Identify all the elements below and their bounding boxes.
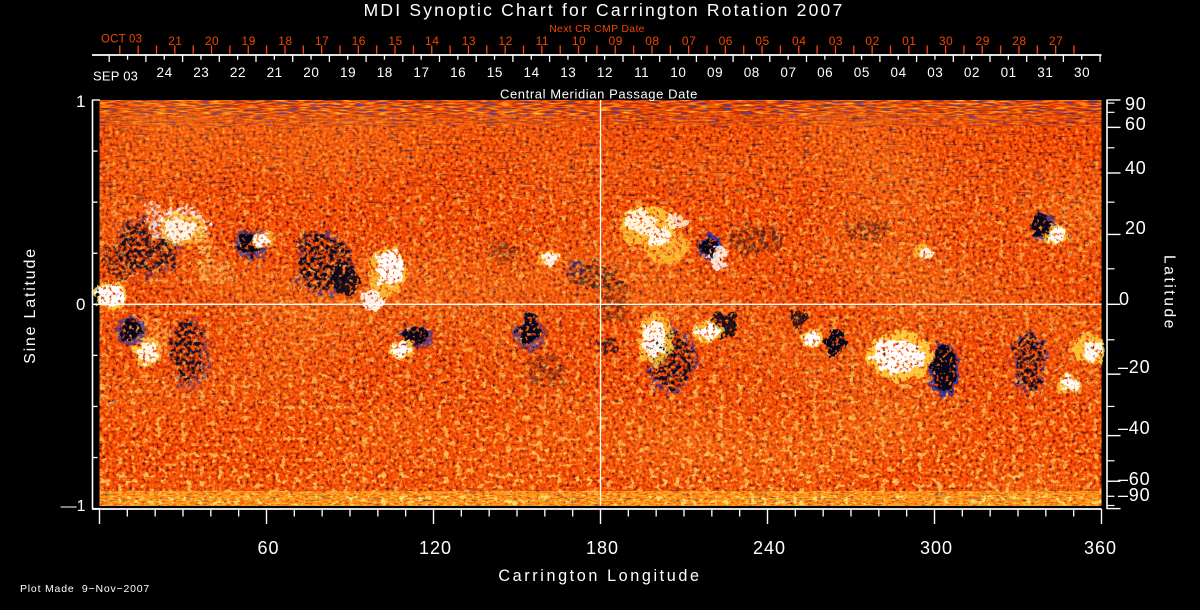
svg-text:14: 14 bbox=[425, 34, 439, 48]
svg-text:Central Meridian Passage Date: Central Meridian Passage Date bbox=[500, 87, 698, 102]
svg-text:07: 07 bbox=[682, 34, 696, 48]
svg-text:20: 20 bbox=[1125, 218, 1147, 238]
svg-text:17: 17 bbox=[413, 65, 429, 80]
svg-text:21: 21 bbox=[267, 65, 283, 80]
svg-text:120: 120 bbox=[419, 538, 452, 558]
svg-text:27: 27 bbox=[1049, 34, 1063, 48]
svg-text:–60: –60 bbox=[1118, 469, 1150, 489]
svg-text:08: 08 bbox=[744, 65, 760, 80]
svg-text:24: 24 bbox=[156, 65, 172, 80]
svg-text:–90: –90 bbox=[1118, 485, 1150, 505]
svg-text:07: 07 bbox=[780, 65, 796, 80]
svg-text:SEP 03: SEP 03 bbox=[93, 68, 138, 83]
svg-text:—1: —1 bbox=[61, 498, 86, 515]
svg-text:01: 01 bbox=[902, 34, 916, 48]
svg-text:20: 20 bbox=[303, 65, 319, 80]
svg-text:Next CR CMP Date: Next CR CMP Date bbox=[549, 23, 645, 35]
svg-text:16: 16 bbox=[450, 65, 466, 80]
svg-text:09: 09 bbox=[609, 34, 623, 48]
svg-text:300: 300 bbox=[920, 538, 953, 558]
svg-text:08: 08 bbox=[645, 34, 659, 48]
svg-text:06: 06 bbox=[817, 65, 833, 80]
svg-text:Sine Latitude: Sine Latitude bbox=[22, 247, 39, 364]
svg-text:17: 17 bbox=[315, 34, 329, 48]
svg-text:40: 40 bbox=[1125, 158, 1147, 178]
svg-text:18: 18 bbox=[377, 65, 393, 80]
svg-text:–20: –20 bbox=[1118, 357, 1150, 377]
svg-text:01: 01 bbox=[1001, 65, 1017, 80]
svg-text:04: 04 bbox=[890, 65, 906, 80]
svg-text:28: 28 bbox=[1012, 34, 1026, 48]
svg-text:12: 12 bbox=[597, 65, 613, 80]
svg-text:03: 03 bbox=[927, 65, 943, 80]
svg-text:31: 31 bbox=[1037, 65, 1053, 80]
svg-text:12: 12 bbox=[498, 34, 512, 48]
svg-text:20: 20 bbox=[205, 34, 219, 48]
svg-text:90: 90 bbox=[1125, 94, 1147, 114]
svg-text:60: 60 bbox=[1125, 114, 1147, 134]
svg-text:360: 360 bbox=[1084, 538, 1117, 558]
svg-text:19: 19 bbox=[340, 65, 356, 80]
svg-text:OCT 03: OCT 03 bbox=[101, 34, 142, 46]
svg-text:60: 60 bbox=[257, 538, 279, 558]
svg-text:1: 1 bbox=[76, 92, 85, 111]
svg-text:11: 11 bbox=[536, 34, 549, 48]
svg-text:21: 21 bbox=[168, 34, 182, 48]
svg-text:10: 10 bbox=[670, 65, 686, 80]
svg-text:Carrington Longitude: Carrington Longitude bbox=[498, 567, 701, 585]
svg-text:30: 30 bbox=[939, 34, 953, 48]
svg-text:0: 0 bbox=[76, 295, 85, 314]
svg-text:18: 18 bbox=[278, 34, 292, 48]
svg-text:15: 15 bbox=[487, 65, 503, 80]
svg-text:04: 04 bbox=[792, 34, 806, 48]
svg-text:09: 09 bbox=[707, 65, 723, 80]
svg-text:02: 02 bbox=[865, 34, 879, 48]
svg-text:30: 30 bbox=[1074, 65, 1090, 80]
svg-text:22: 22 bbox=[230, 65, 246, 80]
svg-text:14: 14 bbox=[523, 65, 539, 80]
svg-text:06: 06 bbox=[719, 34, 733, 48]
svg-text:180: 180 bbox=[586, 538, 619, 558]
svg-text:–40: –40 bbox=[1118, 418, 1150, 438]
svg-text:240: 240 bbox=[753, 538, 786, 558]
svg-text:Latitude: Latitude bbox=[1161, 255, 1178, 331]
svg-text:03: 03 bbox=[829, 34, 843, 48]
svg-text:19: 19 bbox=[242, 34, 256, 48]
svg-text:13: 13 bbox=[560, 65, 576, 80]
svg-text:15: 15 bbox=[388, 34, 402, 48]
svg-text:13: 13 bbox=[462, 34, 476, 48]
svg-text:29: 29 bbox=[976, 34, 990, 48]
svg-text:10: 10 bbox=[572, 34, 586, 48]
svg-text:MDI Synoptic Chart for Carring: MDI Synoptic Chart for Carrington Rotati… bbox=[364, 0, 845, 20]
svg-text:Plot Made 9−Nov−2007: Plot Made 9−Nov−2007 bbox=[20, 583, 150, 595]
svg-text:05: 05 bbox=[854, 65, 870, 80]
svg-text:16: 16 bbox=[352, 34, 366, 48]
svg-text:0: 0 bbox=[1119, 289, 1130, 309]
svg-text:11: 11 bbox=[634, 65, 649, 80]
svg-text:02: 02 bbox=[964, 65, 980, 80]
svg-text:05: 05 bbox=[755, 34, 769, 48]
svg-text:23: 23 bbox=[193, 65, 209, 80]
